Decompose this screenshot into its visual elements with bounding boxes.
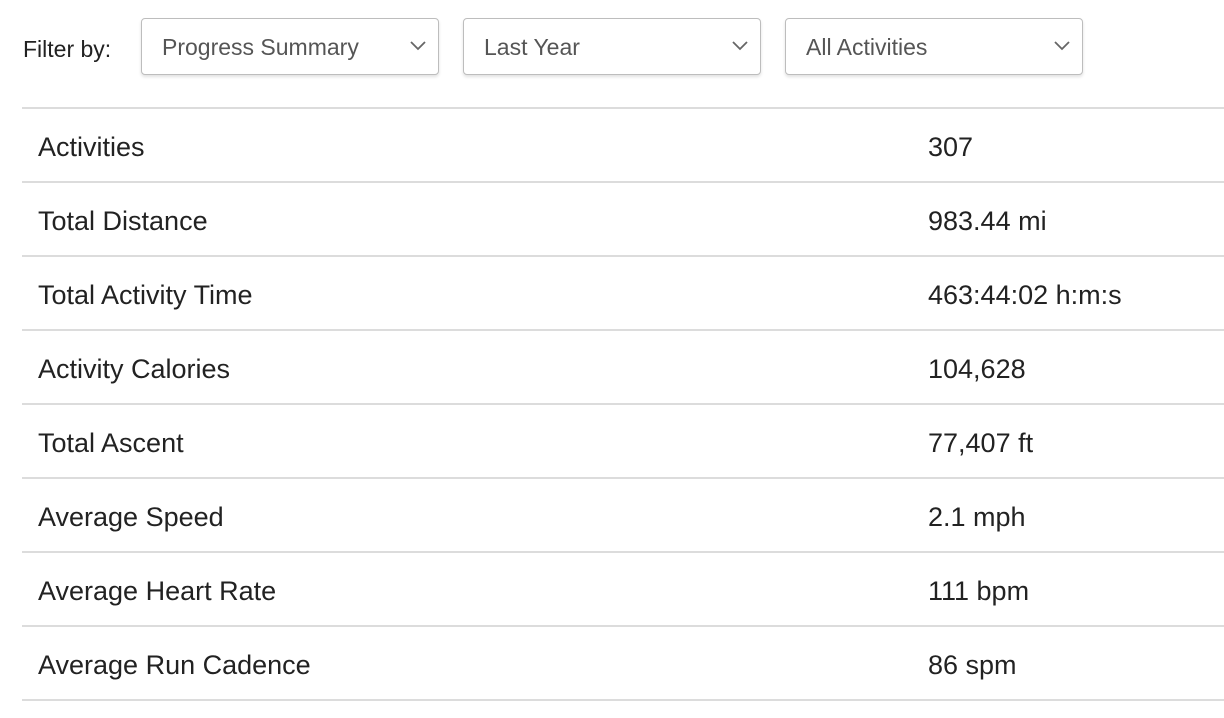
stat-label: Total Activity Time <box>38 280 253 310</box>
stat-value: 86 spm <box>928 650 1017 680</box>
stat-value: 463:44:02 h:m:s <box>928 280 1122 310</box>
stat-label: Activity Calories <box>38 354 231 384</box>
time-period-value: Last Year <box>484 34 580 60</box>
progress-summary-table: Activities 307 Total Distance 983.44 mi … <box>22 107 1224 701</box>
stat-label: Average Run Cadence <box>38 650 311 680</box>
activity-type-value: All Activities <box>806 34 928 60</box>
stat-value: 77,407 ft <box>928 428 1034 458</box>
report-type-dropdown[interactable]: Progress Summary <box>141 18 439 75</box>
table-row: Total Ascent 77,407 ft <box>22 405 1224 479</box>
table-row: Activity Calories 104,628 <box>22 331 1224 405</box>
stat-value: 307 <box>928 132 974 162</box>
stat-value: 111 bpm <box>928 576 1030 606</box>
stat-label: Total Ascent <box>38 428 184 458</box>
stat-value: 983.44 mi <box>928 206 1047 236</box>
table-row: Total Distance 983.44 mi <box>22 183 1224 257</box>
table-row: Average Heart Rate 111 bpm <box>22 553 1224 627</box>
time-period-dropdown[interactable]: Last Year <box>463 18 761 75</box>
activity-type-dropdown[interactable]: All Activities <box>785 18 1083 75</box>
stat-label: Total Distance <box>38 206 208 236</box>
table-row: Average Speed 2.1 mph <box>22 479 1224 553</box>
filter-bar: Filter by: Progress Summary Last Year Al… <box>0 0 1224 108</box>
chevron-down-icon <box>732 41 748 51</box>
filter-label: Filter by: <box>23 36 112 62</box>
stat-value: 2.1 mph <box>928 502 1026 532</box>
stat-label: Average Heart Rate <box>38 576 277 606</box>
stat-label: Average Speed <box>38 502 224 532</box>
table-row: Total Activity Time 463:44:02 h:m:s <box>22 257 1224 331</box>
table-row: Activities 307 <box>22 109 1224 183</box>
stat-value: 104,628 <box>928 354 1026 384</box>
table-row: Average Run Cadence 86 spm <box>22 627 1224 701</box>
report-type-value: Progress Summary <box>162 34 359 60</box>
chevron-down-icon <box>1054 41 1070 51</box>
stat-label: Activities <box>38 132 145 162</box>
chevron-down-icon <box>410 41 426 51</box>
